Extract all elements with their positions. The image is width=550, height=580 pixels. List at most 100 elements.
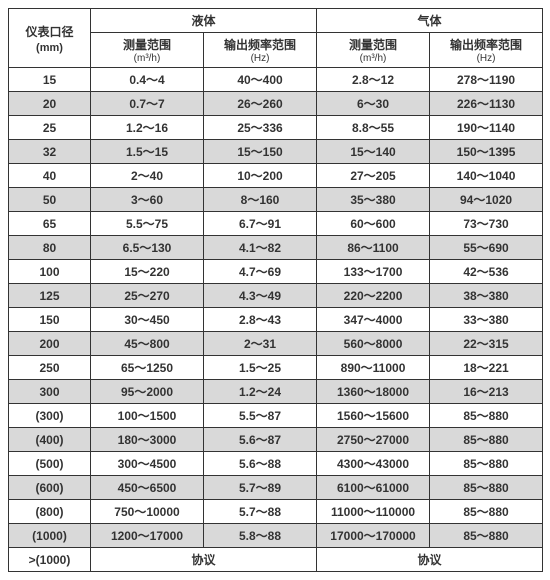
cell-liquid-range: 180～3000 <box>91 428 204 452</box>
cell-liquid-range: 300～4500 <box>91 452 204 476</box>
cell-liquid-range: 3～60 <box>91 188 204 212</box>
cell-gas-range: 86～1100 <box>317 236 430 260</box>
table-row: 655.5～756.7～9160～60073～730 <box>9 212 543 236</box>
cell-liquid-freq: 5.5～87 <box>204 404 317 428</box>
cell-liquid-freq: 4.3～49 <box>204 284 317 308</box>
cell-diameter: 100 <box>9 260 91 284</box>
table-body: 150.4～440～4002.8～12278～1190200.7～726～260… <box>9 68 543 572</box>
cell-liquid-range: 0.7～7 <box>91 92 204 116</box>
cell-gas-range: 27～205 <box>317 164 430 188</box>
cell-gas-range: 11000～110000 <box>317 500 430 524</box>
table-row-footer: >(1000)协议协议 <box>9 548 543 572</box>
cell-diameter: (400) <box>9 428 91 452</box>
cell-diameter: (500) <box>9 452 91 476</box>
cell-liquid-freq: 26～260 <box>204 92 317 116</box>
cell-gas-range: 4300～43000 <box>317 452 430 476</box>
header-liquid-range: 测量范围 (m³/h) <box>91 33 204 68</box>
cell-diameter: (1000) <box>9 524 91 548</box>
header-liquid-range-unit: (m³/h) <box>93 53 201 64</box>
cell-liquid-range: 65～1250 <box>91 356 204 380</box>
cell-gas-agreement: 协议 <box>317 548 543 572</box>
cell-gas-range: 2.8～12 <box>317 68 430 92</box>
table-row: (1000)1200～170005.8～8817000～17000085～880 <box>9 524 543 548</box>
cell-gas-range: 17000～170000 <box>317 524 430 548</box>
table-row: (600)450～65005.7～896100～6100085～880 <box>9 476 543 500</box>
cell-gas-range: 890～11000 <box>317 356 430 380</box>
spec-table: 仪表口径 (mm) 液体 气体 测量范围 (m³/h) 输出频率范围 (Hz) … <box>8 8 543 572</box>
cell-gas-freq: 85～880 <box>430 452 543 476</box>
table-row: 251.2～1625～3368.8～55190～1140 <box>9 116 543 140</box>
cell-gas-freq: 55～690 <box>430 236 543 260</box>
cell-diameter: 150 <box>9 308 91 332</box>
header-gas-range-label: 测量范围 <box>349 38 397 52</box>
table-row: 15030～4502.8～43347～400033～380 <box>9 308 543 332</box>
cell-gas-range: 60～600 <box>317 212 430 236</box>
cell-liquid-range: 6.5～130 <box>91 236 204 260</box>
header-liquid-range-label: 测量范围 <box>123 38 171 52</box>
cell-liquid-range: 1.2～16 <box>91 116 204 140</box>
cell-diameter: 40 <box>9 164 91 188</box>
cell-liquid-range: 1200～17000 <box>91 524 204 548</box>
cell-diameter: 32 <box>9 140 91 164</box>
header-liquid: 液体 <box>91 9 317 33</box>
table-row: 10015～2204.7～69133～170042～536 <box>9 260 543 284</box>
cell-liquid-freq: 15～150 <box>204 140 317 164</box>
cell-gas-freq: 150～1395 <box>430 140 543 164</box>
table-row: 806.5～1304.1～8286～110055～690 <box>9 236 543 260</box>
cell-diameter: (600) <box>9 476 91 500</box>
header-gas-range: 测量范围 (m³/h) <box>317 33 430 68</box>
table-row: 503～608～16035～38094～1020 <box>9 188 543 212</box>
cell-liquid-freq: 5.6～87 <box>204 428 317 452</box>
cell-gas-freq: 16～213 <box>430 380 543 404</box>
cell-liquid-range: 5.5～75 <box>91 212 204 236</box>
cell-gas-freq: 226～1130 <box>430 92 543 116</box>
cell-gas-freq: 85～880 <box>430 524 543 548</box>
table-row: 12525～2704.3～49220～220038～380 <box>9 284 543 308</box>
cell-diameter: 80 <box>9 236 91 260</box>
cell-liquid-freq: 10～200 <box>204 164 317 188</box>
table-header: 仪表口径 (mm) 液体 气体 测量范围 (m³/h) 输出频率范围 (Hz) … <box>9 9 543 68</box>
cell-diameter: 125 <box>9 284 91 308</box>
cell-liquid-range: 15～220 <box>91 260 204 284</box>
cell-liquid-freq: 1.5～25 <box>204 356 317 380</box>
table-row: 150.4～440～4002.8～12278～1190 <box>9 68 543 92</box>
cell-gas-range: 560～8000 <box>317 332 430 356</box>
cell-gas-freq: 18～221 <box>430 356 543 380</box>
cell-liquid-range: 100～1500 <box>91 404 204 428</box>
table-row: 25065～12501.5～25890～1100018～221 <box>9 356 543 380</box>
cell-gas-range: 15～140 <box>317 140 430 164</box>
table-row: (400)180～30005.6～872750～2700085～880 <box>9 428 543 452</box>
cell-liquid-range: 450～6500 <box>91 476 204 500</box>
table-row: 321.5～1515～15015～140150～1395 <box>9 140 543 164</box>
cell-liquid-freq: 2～31 <box>204 332 317 356</box>
cell-gas-range: 2750～27000 <box>317 428 430 452</box>
cell-gas-freq: 85～880 <box>430 476 543 500</box>
cell-diameter: 15 <box>9 68 91 92</box>
cell-liquid-range: 750～10000 <box>91 500 204 524</box>
cell-diameter: (800) <box>9 500 91 524</box>
table-row: (500)300～45005.6～884300～4300085～880 <box>9 452 543 476</box>
cell-liquid-range: 2～40 <box>91 164 204 188</box>
cell-gas-range: 6～30 <box>317 92 430 116</box>
cell-liquid-range: 45～800 <box>91 332 204 356</box>
cell-gas-range: 6100～61000 <box>317 476 430 500</box>
cell-gas-freq: 33～380 <box>430 308 543 332</box>
cell-gas-freq: 85～880 <box>430 500 543 524</box>
table-row: (300)100～15005.5～871560～1560085～880 <box>9 404 543 428</box>
cell-gas-range: 220～2200 <box>317 284 430 308</box>
header-gas-freq-label: 输出频率范围 <box>450 38 522 52</box>
header-gas-freq: 输出频率范围 (Hz) <box>430 33 543 68</box>
table-row: 402～4010～20027～205140～1040 <box>9 164 543 188</box>
cell-diameter: 25 <box>9 116 91 140</box>
cell-liquid-range: 1.5～15 <box>91 140 204 164</box>
cell-gas-freq: 42～536 <box>430 260 543 284</box>
cell-gas-freq: 85～880 <box>430 404 543 428</box>
cell-liquid-freq: 4.7～69 <box>204 260 317 284</box>
cell-liquid-range: 30～450 <box>91 308 204 332</box>
cell-liquid-freq: 25～336 <box>204 116 317 140</box>
cell-gas-freq: 140～1040 <box>430 164 543 188</box>
cell-liquid-freq: 1.2～24 <box>204 380 317 404</box>
cell-liquid-freq: 40～400 <box>204 68 317 92</box>
table-row: 200.7～726～2606～30226～1130 <box>9 92 543 116</box>
cell-gas-freq: 73～730 <box>430 212 543 236</box>
